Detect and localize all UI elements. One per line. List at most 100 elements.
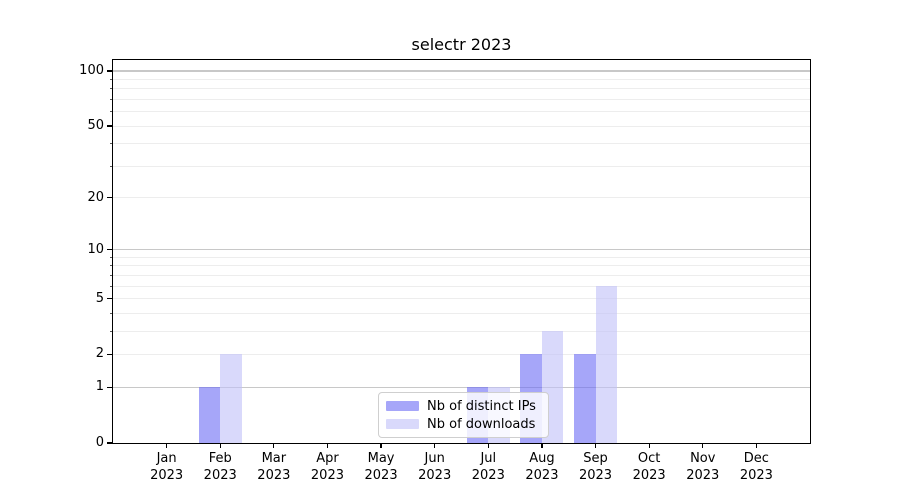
x-axis-tick (755, 443, 757, 448)
x-tick-label: Aug 2023 (525, 451, 558, 484)
x-tick-label: Dec 2023 (740, 451, 773, 484)
gridline-minor (113, 298, 810, 300)
x-tick-label: Mar 2023 (257, 451, 290, 484)
y-axis-minor-tick (109, 111, 112, 113)
y-tick-label: 10 (87, 241, 104, 257)
gridline-minor (113, 98, 810, 100)
legend-swatch-distinct-ips-icon (386, 400, 419, 412)
y-axis-minor-tick (109, 78, 112, 80)
y-axis-minor-tick (109, 256, 112, 258)
x-tick-label-month: Jan (156, 451, 177, 466)
legend-row-downloads: Nb of downloads (386, 415, 541, 433)
x-axis-tick (219, 443, 221, 448)
x-tick-label-month: Feb (208, 451, 232, 466)
gridline-major (113, 386, 810, 388)
x-tick-label-month: Jul (480, 451, 497, 466)
x-tick-label-year: 2023 (578, 467, 613, 483)
x-tick-label: Jul 2023 (472, 451, 505, 484)
legend-row-distinct-ips: Nb of distinct IPs (386, 397, 541, 415)
x-tick-label-year: 2023 (257, 467, 291, 483)
y-tick-label: 0 (95, 435, 104, 450)
x-tick-label: Jun 2023 (418, 451, 451, 484)
x-tick-label-year: 2023 (739, 467, 773, 483)
gridline-major (113, 249, 810, 251)
y-axis-minor-tick (109, 98, 112, 100)
x-tick-label-month: Mar (261, 451, 287, 466)
x-tick-label: May 2023 (365, 451, 398, 484)
gridline-minor (113, 125, 810, 127)
chart-title: selectr 2023 (411, 35, 512, 54)
y-axis-minor-tick (109, 285, 112, 287)
x-tick-label-month: Dec (743, 451, 769, 466)
y-tick-label: 20 (87, 189, 104, 205)
y-axis-minor-tick (109, 330, 112, 332)
y-tick-label: 100 (79, 63, 104, 79)
plot-area (113, 60, 810, 443)
y-tick-label: 5 (95, 290, 104, 306)
gridline-minor (113, 256, 810, 258)
bar-nb-of-distinct-ips (574, 354, 596, 443)
y-axis-minor-tick (109, 265, 112, 267)
legend-label-distinct-ips: Nb of distinct IPs (427, 398, 536, 414)
y-axis-tick (107, 442, 112, 444)
bar-nb-of-downloads (595, 286, 617, 443)
x-tick-label: Nov 2023 (686, 451, 719, 484)
x-tick-label: Feb 2023 (204, 451, 237, 484)
gridline-minor (113, 88, 810, 90)
legend-label-downloads: Nb of downloads (427, 416, 536, 432)
y-axis-minor-tick (109, 88, 112, 90)
gridline-minor (113, 330, 810, 332)
x-tick-label: Sep 2023 (579, 451, 612, 484)
y-tick-label: 1 (95, 379, 104, 395)
x-axis-tick (326, 443, 329, 448)
x-axis-tick (166, 443, 168, 448)
x-tick-label-month: Oct (637, 451, 661, 466)
gridline-minor (113, 165, 810, 167)
y-axis-tick (107, 125, 112, 127)
x-tick-label-month: Sep (583, 451, 608, 466)
bar-nb-of-distinct-ips (198, 387, 221, 443)
x-tick-label: Oct 2023 (633, 451, 666, 484)
x-tick-label-month: Jun (424, 451, 445, 466)
x-tick-label: Jan 2023 (150, 451, 183, 484)
y-axis-tick (107, 297, 112, 300)
x-tick-label-year: 2023 (150, 467, 184, 483)
x-tick-label-year: 2023 (525, 467, 559, 483)
y-axis-minor-tick (109, 143, 112, 145)
gridline-minor (113, 143, 810, 145)
x-tick-label-year: 2023 (632, 467, 666, 483)
x-axis-tick (487, 443, 489, 448)
gridline-minor (113, 78, 810, 80)
y-axis-tick (107, 353, 112, 356)
x-tick-label-month: Aug (529, 451, 555, 466)
y-axis-minor-tick (109, 312, 112, 314)
gridline-major (113, 70, 810, 72)
x-tick-label-month: May (367, 451, 395, 466)
y-tick-label: 50 (87, 118, 104, 134)
x-axis-tick (434, 443, 436, 448)
gridline-minor (113, 265, 810, 267)
x-axis-tick (702, 443, 704, 448)
y-tick-label: 2 (95, 346, 104, 362)
x-tick-label-year: 2023 (686, 467, 720, 483)
x-tick-label-year: 2023 (203, 467, 237, 483)
x-axis-tick (273, 443, 275, 448)
y-axis-minor-tick (109, 274, 112, 276)
gridline-minor (113, 312, 810, 314)
x-tick-label: Apr 2023 (311, 451, 344, 484)
x-tick-label-year: 2023 (310, 467, 344, 483)
y-axis-tick (107, 70, 112, 72)
x-axis-tick (541, 443, 543, 448)
gridline-minor (113, 111, 810, 113)
bar-nb-of-downloads (220, 354, 242, 443)
gridline-minor (113, 274, 810, 276)
x-tick-label-month: Nov (690, 451, 716, 466)
gridline-minor (113, 353, 810, 355)
x-axis-tick (594, 443, 597, 448)
gridline-minor (113, 197, 810, 199)
x-tick-label-month: Apr (316, 451, 339, 466)
y-axis-tick (107, 249, 112, 251)
gridline-minor (113, 285, 810, 287)
y-axis-tick (107, 386, 112, 388)
